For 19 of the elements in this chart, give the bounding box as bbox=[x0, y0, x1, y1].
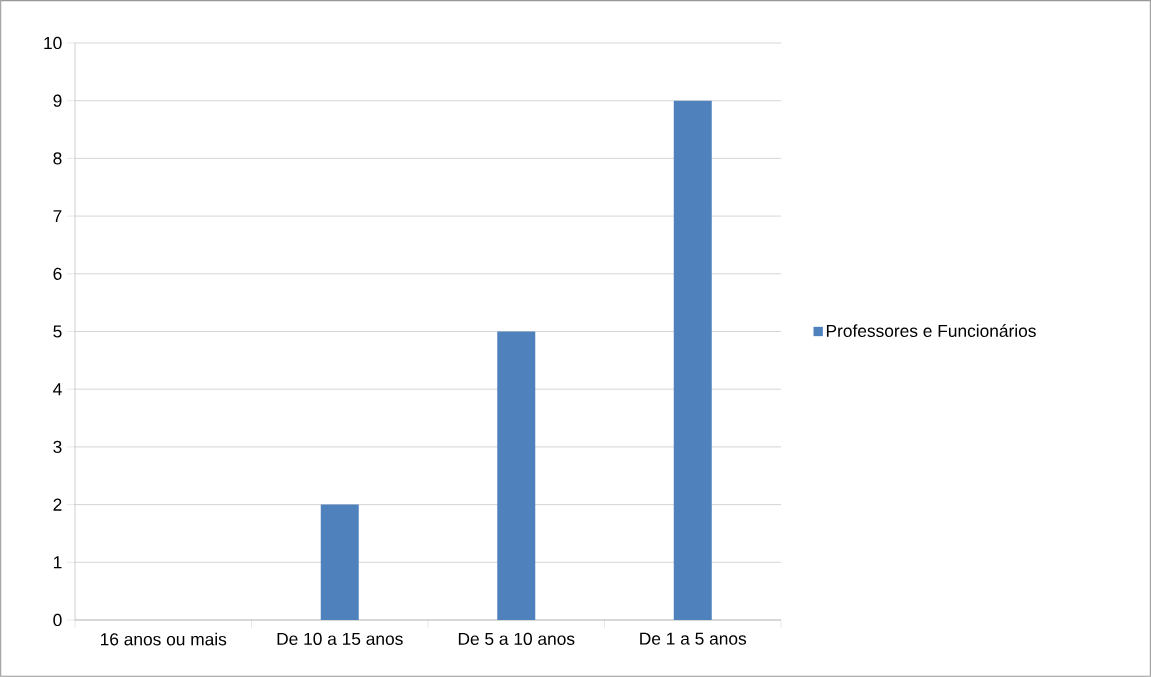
x-tick-label: De 10 a 15 anos bbox=[277, 632, 403, 645]
x-tick-label: 16 anos ou mais bbox=[100, 632, 227, 646]
bar bbox=[320, 504, 359, 620]
y-tick-label: 7 bbox=[53, 210, 62, 223]
y-tick-label: 3 bbox=[53, 440, 62, 454]
bar bbox=[673, 100, 712, 620]
y-tick-label: 6 bbox=[53, 267, 62, 280]
y-tick-label: 0 bbox=[53, 613, 62, 627]
y-tick-label: 10 bbox=[44, 36, 62, 50]
y-tick-label: 2 bbox=[53, 498, 62, 511]
bar bbox=[497, 331, 536, 620]
y-tick-label: 9 bbox=[53, 94, 62, 107]
x-tick-label: De 5 a 10 anos bbox=[458, 632, 575, 645]
x-tick-label: De 1 a 5 anos bbox=[640, 632, 747, 645]
y-tick-label: 1 bbox=[53, 556, 62, 569]
y-tick-label: 4 bbox=[53, 383, 62, 396]
legend-label: Professores e Funcionários bbox=[826, 324, 1036, 338]
y-tick-label: 8 bbox=[53, 152, 62, 165]
y-tick-label: 5 bbox=[53, 325, 62, 338]
